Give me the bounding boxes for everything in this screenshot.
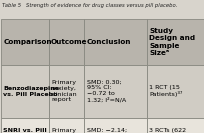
Bar — [49, 65, 84, 118]
Text: Outcome: Outcome — [51, 39, 88, 45]
Bar — [147, 65, 204, 118]
Bar — [84, 118, 147, 133]
Text: Conclusion: Conclusion — [86, 39, 131, 45]
Bar — [147, 118, 204, 133]
Text: Primary
anxiety,
clinician
report: Primary anxiety, clinician report — [51, 80, 78, 102]
Text: SNRI vs. Pill
Placebo: SNRI vs. Pill Placebo — [3, 128, 47, 133]
Bar — [1, 19, 49, 65]
Bar — [147, 19, 204, 65]
Bar — [49, 118, 84, 133]
Bar — [49, 19, 84, 65]
Bar — [0, 0, 204, 19]
Bar — [84, 19, 147, 65]
Bar — [84, 65, 147, 118]
Bar — [1, 118, 49, 133]
Text: 3 RCTs (622
Patients)³⁵,: 3 RCTs (622 Patients)³⁵, — [149, 128, 186, 133]
Text: Primary
anxiety,: Primary anxiety, — [51, 128, 77, 133]
Text: 1 RCT (15
Patients)³⁷: 1 RCT (15 Patients)³⁷ — [149, 85, 183, 97]
Text: Benzodiazepine
vs. Pill Placebo: Benzodiazepine vs. Pill Placebo — [3, 86, 60, 97]
Text: Comparison: Comparison — [3, 39, 52, 45]
Text: SMD: 0.30;
95% CI:
−0.72 to
1.32; I²=N/A: SMD: 0.30; 95% CI: −0.72 to 1.32; I²=N/A — [86, 80, 126, 103]
Text: SMD: −2.14;
95% CI:: SMD: −2.14; 95% CI: — [86, 128, 127, 133]
Text: Table 5   Strength of evidence for drug classes versus pill placebo.: Table 5 Strength of evidence for drug cl… — [2, 3, 177, 8]
Text: Study
Design and
Sample
Sizeᵃ: Study Design and Sample Sizeᵃ — [149, 28, 195, 56]
Bar — [1, 65, 49, 118]
